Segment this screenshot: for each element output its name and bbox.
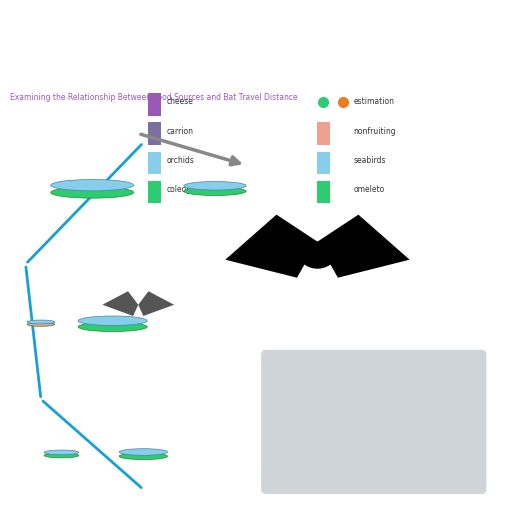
Polygon shape xyxy=(225,215,317,278)
Polygon shape xyxy=(317,215,410,278)
Ellipse shape xyxy=(44,453,79,458)
Text: Examining the Relationship Between Food Sources and Bat Travel Distance: Examining the Relationship Between Food … xyxy=(10,93,298,102)
FancyBboxPatch shape xyxy=(261,350,486,494)
Ellipse shape xyxy=(78,322,147,332)
Ellipse shape xyxy=(44,450,79,455)
FancyBboxPatch shape xyxy=(317,152,330,174)
Ellipse shape xyxy=(119,449,167,455)
Text: carrion: carrion xyxy=(166,127,194,136)
Ellipse shape xyxy=(51,180,134,191)
Text: cheese: cheese xyxy=(166,97,193,106)
Ellipse shape xyxy=(300,242,335,269)
Text: seabirds: seabirds xyxy=(353,156,386,165)
Text: coleoptera: coleoptera xyxy=(166,185,207,195)
Text: orchids: orchids xyxy=(166,156,194,165)
FancyBboxPatch shape xyxy=(148,122,161,145)
Ellipse shape xyxy=(184,182,246,190)
FancyBboxPatch shape xyxy=(148,152,161,174)
Ellipse shape xyxy=(119,453,167,460)
Text: estimation: estimation xyxy=(353,97,394,106)
Ellipse shape xyxy=(27,323,55,326)
FancyBboxPatch shape xyxy=(148,93,161,116)
Polygon shape xyxy=(102,291,138,316)
Ellipse shape xyxy=(78,316,147,326)
FancyBboxPatch shape xyxy=(317,181,330,203)
Text: nonfruiting: nonfruiting xyxy=(353,127,396,136)
FancyBboxPatch shape xyxy=(317,122,330,145)
Ellipse shape xyxy=(184,187,246,196)
Text: omeleto: omeleto xyxy=(353,185,385,195)
Polygon shape xyxy=(138,291,174,316)
FancyBboxPatch shape xyxy=(148,181,161,203)
Ellipse shape xyxy=(27,320,55,324)
Text: Studying the Role of Data in Breeding of Flight: Studying the Role of Data in Breeding of… xyxy=(18,22,494,40)
Ellipse shape xyxy=(51,187,134,198)
